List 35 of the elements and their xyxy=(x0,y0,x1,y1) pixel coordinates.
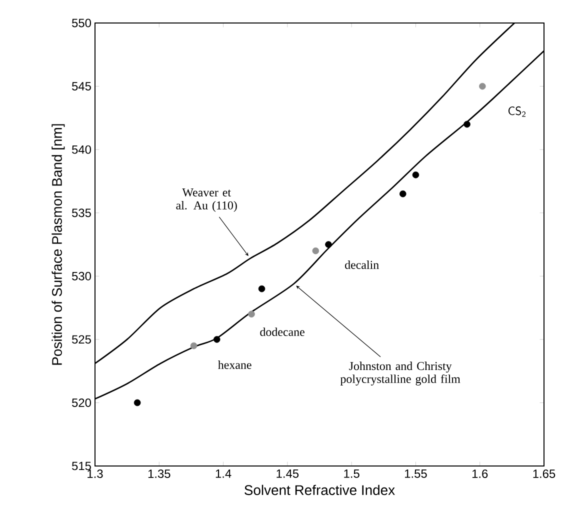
x-tick-label: 1.3 xyxy=(88,470,103,478)
annotation: dodecane xyxy=(260,328,304,336)
point xyxy=(325,241,332,248)
y-tick-label: 545 xyxy=(72,82,91,90)
annotation: Weaver et al. Au (110) xyxy=(176,188,237,212)
point xyxy=(312,247,320,254)
y-tick-label: 515 xyxy=(72,462,91,470)
point xyxy=(412,171,420,178)
y-tick-label: 525 xyxy=(72,335,91,344)
point xyxy=(134,399,141,406)
x-tick-label: 1.55 xyxy=(404,470,427,478)
y-tick-label: 550 xyxy=(72,18,92,28)
point xyxy=(464,120,470,128)
annotation: decalin xyxy=(345,260,379,269)
annotation: hexane xyxy=(218,360,252,369)
annotation: CS$_{2}$ xyxy=(508,106,526,117)
x-tick-label: 1.65 xyxy=(533,470,556,478)
x-tick-label: 1.4 xyxy=(216,470,232,478)
x-tick-label: 1.45 xyxy=(276,470,299,478)
point xyxy=(400,190,406,198)
y-tick-label: 530 xyxy=(72,272,92,280)
x-tick-label: 1.5 xyxy=(344,470,360,478)
y-axis-title: Position of Surface Plasmon Band [nm] xyxy=(52,124,65,365)
point xyxy=(479,82,486,90)
annotation: Johnston and Christy polycrystalline gold film xyxy=(340,362,460,386)
x-tick-label: 1.35 xyxy=(148,470,170,478)
point xyxy=(190,342,198,350)
y-tick-label: 540 xyxy=(72,145,92,154)
x-tick-label: 1.6 xyxy=(472,470,488,478)
point xyxy=(258,285,266,292)
point xyxy=(213,336,220,343)
y-tick-label: 520 xyxy=(72,398,92,407)
y-tick-label: 535 xyxy=(72,208,91,218)
point xyxy=(248,310,255,318)
x-axis-title: Solvent Refractive Index xyxy=(244,484,395,496)
